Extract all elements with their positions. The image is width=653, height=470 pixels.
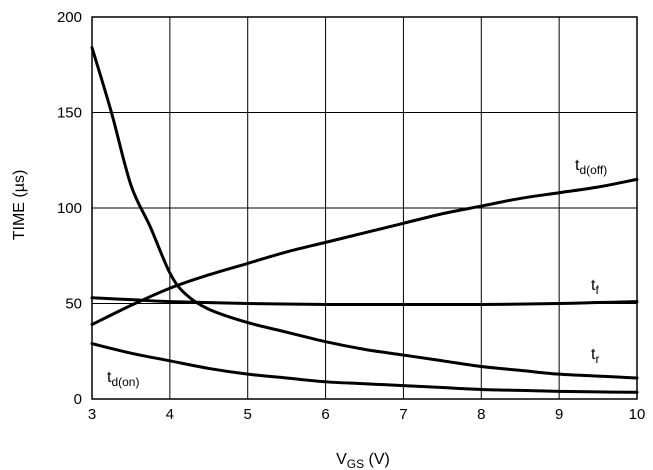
x-tick-label-4: 4: [166, 406, 174, 423]
series-line-td-off: [90, 177, 639, 327]
series-label-tr: tr: [591, 346, 599, 366]
grid-lines: [92, 17, 637, 399]
x-axis-label-main: V: [336, 451, 347, 468]
series-line-td-on: [90, 342, 639, 394]
y-tick-label-200: 200: [57, 9, 82, 26]
x-axis-label: VGS (V): [336, 451, 390, 470]
x-tick-label-8: 8: [477, 406, 485, 423]
series-label-tr-main: t: [591, 346, 596, 363]
series-label-td-off-sub: d(off): [579, 163, 607, 177]
series-label-td-off: td(off): [575, 157, 607, 177]
series-label-td-off-main: t: [575, 157, 580, 174]
series-line-tr: [90, 46, 639, 380]
series-line-tf: [90, 296, 639, 307]
x-axis-label-sub: GS: [347, 457, 364, 470]
x-tick-label-9: 9: [555, 406, 563, 423]
x-tick-label-7: 7: [399, 406, 407, 423]
y-tick-label-100: 100: [57, 200, 82, 217]
y-axis-label: TIME (µs): [11, 170, 28, 241]
series-label-td-on-sub: d(on): [111, 375, 139, 389]
plot-frame: [91, 16, 638, 400]
series-label-tf-sub: f: [595, 283, 599, 297]
x-tick-label-5: 5: [244, 406, 252, 423]
y-tick-label-150: 150: [57, 105, 82, 122]
x-tick-label-10: 10: [629, 406, 646, 423]
series-label-td-on-main: t: [107, 369, 112, 386]
x-tick-label-3: 3: [88, 406, 96, 423]
series-layer: [90, 46, 639, 394]
x-axis-label-unit: (V): [364, 451, 390, 468]
y-tick-label-50: 50: [65, 296, 82, 313]
series-label-tf: tf: [591, 277, 599, 297]
series-label-tr-sub: r: [595, 352, 599, 366]
y-tick-label-0: 0: [74, 391, 82, 408]
x-tick-label-6: 6: [321, 406, 329, 423]
series-label-tf-main: t: [591, 277, 596, 294]
series-label-td-on: td(on): [107, 369, 139, 389]
